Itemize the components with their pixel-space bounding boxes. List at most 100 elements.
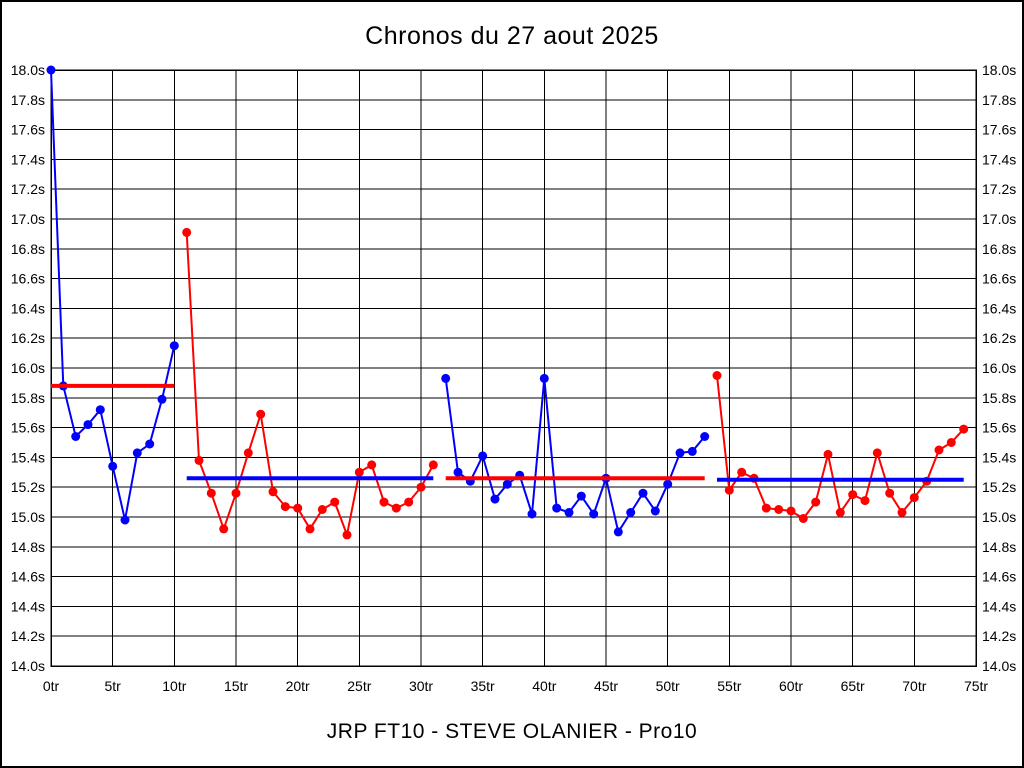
y-tick-label-right: 14.6s [982, 569, 1016, 585]
y-tick-label-left: 14.8s [11, 539, 45, 555]
stint-4-point [712, 371, 722, 380]
stint-2-point [330, 497, 340, 507]
stint-3-point [663, 479, 673, 489]
stint-2-point [305, 524, 315, 534]
stint-3-point [613, 527, 623, 537]
stint-2-point [219, 524, 229, 534]
stint-4-point [811, 497, 821, 507]
y-tick-label-right: 14.4s [982, 598, 1016, 614]
stint-3-point [478, 451, 488, 461]
stint-2-point [416, 482, 426, 492]
y-tick-label-left: 17.8s [11, 92, 45, 108]
y-tick-label-right: 14.2s [982, 628, 1016, 644]
y-tick-label-right: 17.0s [982, 211, 1016, 227]
y-tick-label-left: 16.4s [11, 300, 45, 316]
stint-2-point [268, 487, 278, 497]
stint-2-point [391, 503, 401, 513]
stint-1-point [132, 448, 142, 458]
y-tick-label-right: 14.0s [982, 658, 1016, 674]
x-tick-label: 55tr [717, 678, 741, 694]
y-tick-label-left: 15.0s [11, 509, 45, 525]
y-tick-label-left: 16.6s [11, 271, 45, 287]
stint-1-point [95, 405, 105, 415]
stint-4-point [724, 485, 734, 495]
stint-4-point [761, 503, 771, 513]
stint-3-point [552, 503, 562, 513]
y-tick-label-left: 17.0s [11, 211, 45, 227]
stint-2-point [243, 448, 253, 458]
stint-3-point [650, 506, 660, 516]
x-tick-label: 5tr [104, 678, 121, 694]
y-tick-label-right: 15.4s [982, 449, 1016, 465]
stint-1-point [83, 420, 93, 430]
stint-4-point [737, 467, 747, 477]
y-tick-label-right: 16.4s [982, 300, 1016, 316]
stint-1-point [169, 341, 179, 351]
y-tick-label-left: 14.6s [11, 569, 45, 585]
x-tick-label: 20tr [286, 678, 310, 694]
stint-3-point [539, 373, 549, 383]
stint-2-point [428, 460, 438, 470]
y-tick-label-right: 15.0s [982, 509, 1016, 525]
y-tick-label-right: 16.2s [982, 330, 1016, 346]
y-tick-label-right: 16.8s [982, 241, 1016, 257]
stint-3-point [675, 448, 685, 458]
y-tick-label-left: 17.2s [11, 181, 45, 197]
stint-3-point [564, 508, 574, 517]
stint-2-point [379, 497, 389, 507]
stint-3-point [453, 467, 463, 477]
stint-4-point [897, 508, 907, 517]
stint-4-point [823, 449, 833, 459]
y-tick-label-right: 17.4s [982, 151, 1016, 167]
stint-1-point [71, 432, 81, 441]
y-tick-label-left: 14.2s [11, 628, 45, 644]
stint-2-point [404, 497, 414, 507]
stint-4-point [872, 448, 882, 458]
stint-1-point [108, 461, 118, 471]
y-tick-label-left: 17.4s [11, 151, 45, 167]
stint-4-point [786, 506, 796, 516]
stint-3-point [700, 432, 710, 441]
chart-footer: JRP FT10 - STEVE OLANIER - Pro10 [326, 720, 698, 743]
stint-2-point [280, 502, 290, 512]
stint-4-point [946, 438, 956, 447]
stint-2-point [194, 455, 204, 465]
stint-1-point [157, 394, 167, 404]
x-tick-label: 40tr [532, 678, 556, 694]
y-tick-label-left: 16.8s [11, 241, 45, 257]
x-tick-label: 25tr [347, 678, 371, 694]
y-tick-label-left: 16.2s [11, 330, 45, 346]
y-tick-label-left: 15.6s [11, 420, 45, 436]
stint-1-point [46, 65, 56, 75]
stint-2-line [185, 232, 435, 539]
x-tick-label: 45tr [594, 678, 618, 694]
x-tick-label: 65tr [841, 678, 865, 694]
stint-2-point [206, 488, 216, 498]
stint-3-point [502, 479, 512, 489]
stint-2-point [231, 488, 241, 498]
x-tick-label: 50tr [656, 678, 680, 694]
stint-3-point [638, 488, 648, 498]
stint-4-point [860, 496, 870, 506]
stint-2-point [354, 467, 364, 477]
y-tick-label-left: 15.4s [11, 449, 45, 465]
stint-2-point [367, 460, 377, 470]
stint-4-point [835, 508, 845, 517]
stint-3-point [626, 508, 636, 517]
y-tick-label-right: 17.8s [982, 92, 1016, 108]
stint-4-point [959, 424, 969, 434]
stint-3-point [576, 491, 586, 501]
x-tick-label: 15tr [224, 678, 248, 694]
stint-4-point [848, 490, 858, 500]
stint-4-point [885, 488, 895, 498]
y-tick-label-right: 15.6s [982, 420, 1016, 436]
stint-3-point [687, 446, 697, 456]
y-tick-label-left: 16.0s [11, 360, 45, 376]
y-tick-label-right: 15.2s [982, 479, 1016, 495]
stint-2-point [342, 530, 352, 540]
stint-2-point [182, 227, 192, 237]
y-tick-label-left: 17.6s [11, 122, 45, 138]
chart-title: Chronos du 27 aout 2025 [365, 22, 659, 50]
